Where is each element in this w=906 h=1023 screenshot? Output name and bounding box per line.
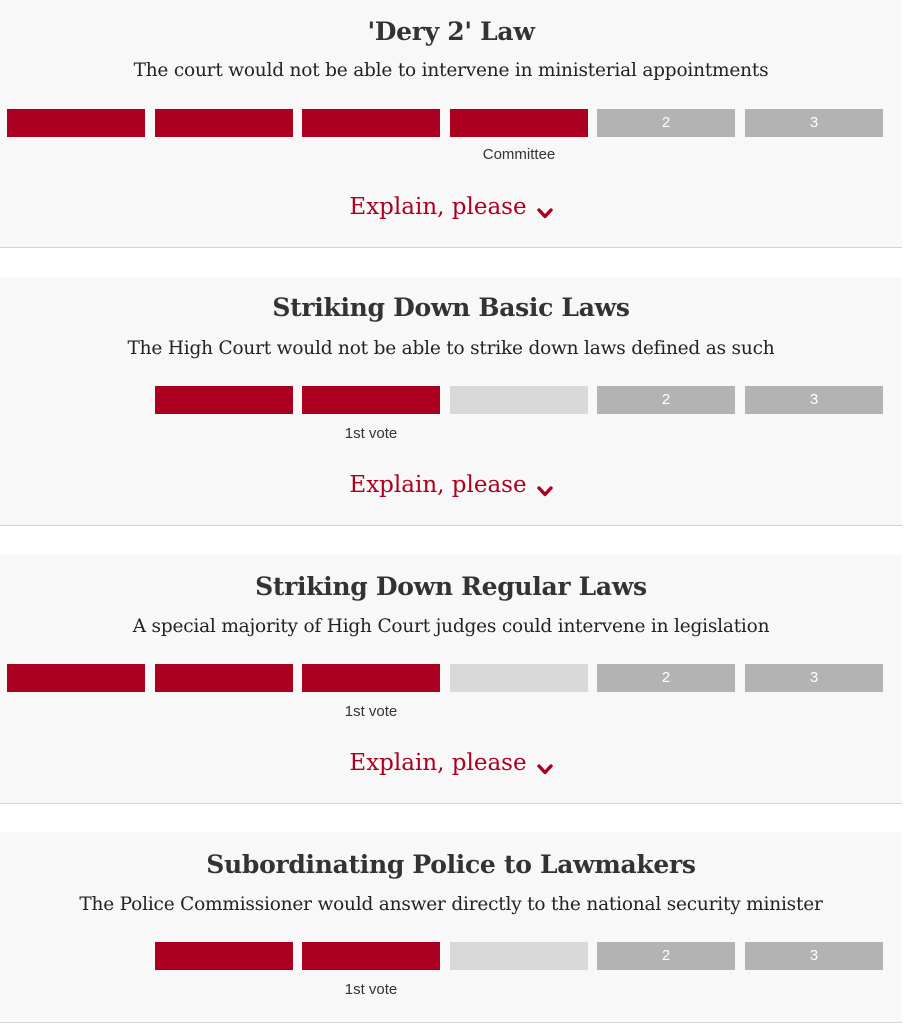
explain-label: Explain, please xyxy=(349,194,527,220)
progress-segment-future: 2 xyxy=(597,942,735,970)
progress-segment-pending xyxy=(450,664,588,692)
progress-segment-future: 3 xyxy=(745,109,883,137)
explain-toggle[interactable]: Explain, please xyxy=(0,472,902,498)
stage-label: 1st vote xyxy=(344,981,398,998)
progress-segment-filled xyxy=(450,109,588,137)
chevron-down-icon xyxy=(536,478,553,497)
bill-title: Subordinating Police to Lawmakers xyxy=(206,850,696,879)
bill-description: The Police Commissioner would answer dir… xyxy=(79,894,823,915)
bill-title: 'Dery 2' Law xyxy=(367,17,535,46)
progress-segment-future: 2 xyxy=(597,386,735,414)
bill-description: The court would not be able to intervene… xyxy=(133,60,769,81)
bill-description: A special majority of High Court judges … xyxy=(132,616,770,637)
progress-segment-filled xyxy=(302,109,440,137)
stage-label: Committee xyxy=(482,146,556,163)
progress-segment-future: 2 xyxy=(597,664,735,692)
explain-toggle[interactable]: Explain, please xyxy=(0,750,902,776)
progress-segment-filled xyxy=(302,942,440,970)
progress-segment-filled xyxy=(302,664,440,692)
progress-segment-filled xyxy=(155,386,293,414)
stage-label: 1st vote xyxy=(344,703,398,720)
progress-segment-filled xyxy=(7,664,145,692)
bill-description: The High Court would not be able to stri… xyxy=(127,338,775,359)
stage-label: 1st vote xyxy=(344,425,398,442)
progress-segment-filled xyxy=(155,664,293,692)
progress-segment-filled xyxy=(302,386,440,414)
bill-card xyxy=(0,832,902,1023)
progress-segment-filled xyxy=(155,942,293,970)
progress-segment-filled xyxy=(155,109,293,137)
progress-segment-pending xyxy=(450,386,588,414)
bill-title: Striking Down Regular Laws xyxy=(255,572,647,601)
explain-label: Explain, please xyxy=(349,750,527,776)
progress-segment-future: 3 xyxy=(745,942,883,970)
bill-title: Striking Down Basic Laws xyxy=(272,293,630,322)
progress-segment-future: 3 xyxy=(745,386,883,414)
chevron-down-icon xyxy=(536,756,553,775)
progress-segment-filled xyxy=(7,109,145,137)
progress-segment-pending xyxy=(450,942,588,970)
chevron-down-icon xyxy=(536,200,553,219)
progress-segment-future: 3 xyxy=(745,664,883,692)
progress-segment-future: 2 xyxy=(597,109,735,137)
explain-toggle[interactable]: Explain, please xyxy=(0,194,902,220)
explain-label: Explain, please xyxy=(349,472,527,498)
